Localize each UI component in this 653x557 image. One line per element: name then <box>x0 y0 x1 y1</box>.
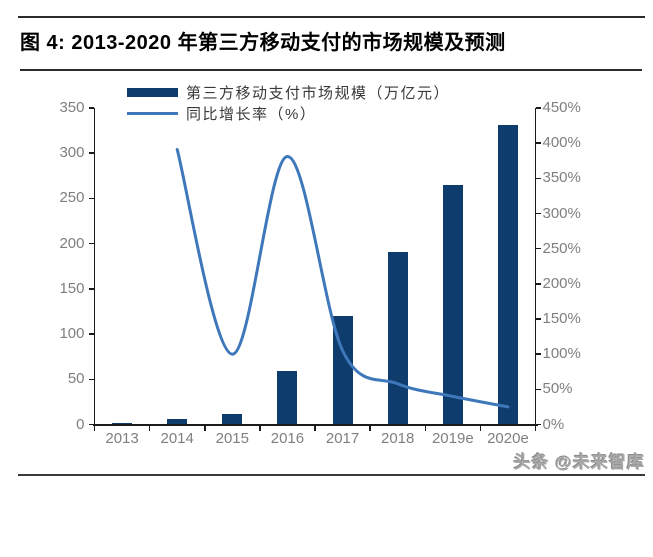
x-axis-tick <box>369 425 371 431</box>
line-series-swatch <box>127 111 178 115</box>
x-axis-tick <box>534 425 537 431</box>
y-axis-tick <box>89 378 94 381</box>
watermark: 头条 @未来智库 <box>513 453 645 472</box>
y-axis-tick-label: 50 <box>67 370 85 388</box>
y2-axis-tick <box>536 388 541 391</box>
y-axis-tick-label: 250 <box>59 189 85 207</box>
x-axis-tick-label: 2016 <box>270 429 305 447</box>
x-axis-tick <box>314 425 316 431</box>
y-axis-tick-label: 150 <box>59 279 85 297</box>
y2-axis-tick-label: 350% <box>542 169 581 187</box>
x-axis-tick-label: 2018 <box>381 429 415 447</box>
y2-axis-tick-label: 300% <box>542 204 581 222</box>
y-axis-tick-label: 200 <box>59 234 85 252</box>
y2-axis-tick-label: 450% <box>542 99 581 116</box>
y-axis-tick-label: 300 <box>59 144 85 162</box>
bar-2016 <box>277 371 298 425</box>
y2-axis-tick-label: 250% <box>542 239 581 257</box>
y2-axis-tick-label: 50% <box>542 380 573 398</box>
x-axis-tick-label: 2015 <box>215 429 249 447</box>
bar-2014 <box>167 419 188 425</box>
x-axis-tick <box>148 425 151 431</box>
y-axis-tick <box>89 242 94 245</box>
y2-axis-tick <box>536 247 541 250</box>
bar-2020e <box>497 125 518 425</box>
y-axis-tick <box>89 288 94 290</box>
right-axis-line <box>534 108 537 427</box>
y2-axis-tick <box>536 318 541 320</box>
x-axis-line <box>92 423 538 426</box>
y2-axis-tick-label: 200% <box>542 274 581 292</box>
x-axis-tick <box>93 425 96 431</box>
y-axis-tick <box>89 423 94 426</box>
y2-axis-tick <box>536 212 541 215</box>
title-divider <box>20 69 642 71</box>
combo-chart: 第三方移动支付市场规模（万亿元） 同比增长率（%） 0 50 100 150 200 25… <box>0 76 653 456</box>
bar-2018 <box>387 252 408 425</box>
y2-axis-tick-label: 0% <box>542 415 565 433</box>
x-axis-tick-label: 2013 <box>105 429 139 447</box>
y2-axis-tick-label: 100% <box>542 345 581 363</box>
y-axis-tick-label: 350 <box>59 99 85 116</box>
y2-axis-tick <box>536 353 541 355</box>
y-axis-tick-label: 100 <box>59 325 85 343</box>
y-axis-tick <box>89 107 94 109</box>
x-axis-tick <box>479 425 482 431</box>
legend-label-growth-rate: 同比增长率（%） <box>186 105 317 123</box>
bar-2017 <box>332 315 353 425</box>
top-divider <box>18 16 645 18</box>
legend-item-market-size: 第三方移动支付市场规模（万亿元） <box>127 84 451 102</box>
y-axis-tick <box>89 197 94 200</box>
bar-2015 <box>222 413 243 425</box>
y2-axis-tick <box>536 142 541 144</box>
bottom-divider <box>18 474 645 476</box>
y2-axis-tick <box>536 423 541 426</box>
y-axis-tick <box>89 152 94 154</box>
legend-label-market-size: 第三方移动支付市场规模（万亿元） <box>186 84 451 102</box>
bar-2019e <box>442 184 463 425</box>
y-axis-tick-label: 0 <box>76 415 85 433</box>
x-axis-tick-label: 2020e <box>487 429 529 447</box>
x-axis-tick-label: 2017 <box>325 429 360 447</box>
figure-title: 图 4: 2013-2020 年第三方移动支付的市场规模及预测 <box>20 32 506 54</box>
x-axis-tick <box>204 425 206 431</box>
left-axis-line <box>93 108 96 427</box>
x-axis-tick <box>259 425 261 431</box>
y-axis-tick <box>89 333 94 335</box>
y2-axis-tick <box>536 283 541 285</box>
y2-axis-tick <box>536 107 541 109</box>
bar-series-swatch <box>127 87 178 97</box>
x-axis-tick <box>424 425 426 431</box>
chart-legend: 第三方移动支付市场规模（万亿元） 同比增长率（%） <box>127 84 450 126</box>
x-axis-tick-label: 2014 <box>160 429 194 447</box>
x-axis-tick-label: 2019e <box>431 429 474 447</box>
y2-axis-tick <box>536 177 541 180</box>
legend-item-growth-rate: 同比增长率（%） <box>127 105 450 123</box>
y2-axis-tick-label: 400% <box>542 134 581 152</box>
y2-axis-tick-label: 150% <box>542 310 581 327</box>
